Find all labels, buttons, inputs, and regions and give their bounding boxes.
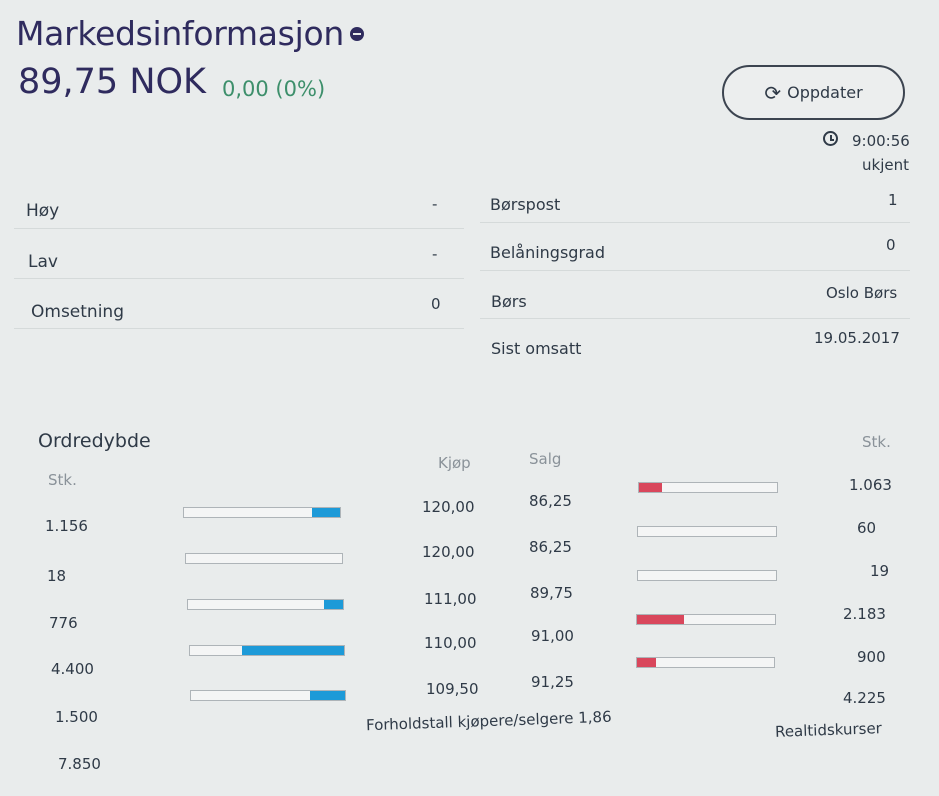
stat-label-ltv: Belåningsgrad xyxy=(490,243,605,262)
sell-price: 86,25 xyxy=(529,492,572,510)
buy-total: 7.850 xyxy=(58,755,101,773)
buy-volume-bar xyxy=(183,507,341,518)
sell-qty: 900 xyxy=(857,648,886,666)
stat-value-last-traded: 19.05.2017 xyxy=(814,329,900,347)
sell-volume-bar xyxy=(638,482,778,493)
stat-label-low: Lav xyxy=(28,252,58,272)
sell-total: 4.225 xyxy=(843,689,886,707)
sell-price: 91,00 xyxy=(531,627,574,645)
buy-volume-bar xyxy=(187,599,344,610)
sell-qty-header: Stk. xyxy=(862,433,891,451)
buy-price: 120,00 xyxy=(422,543,475,561)
sell-qty: 60 xyxy=(857,519,877,537)
collapse-icon[interactable] xyxy=(349,27,364,41)
stat-label-lot: Børspost xyxy=(490,195,561,214)
buy-bar-fill xyxy=(311,508,340,517)
sell-bar-fill xyxy=(639,483,663,492)
current-price: 89,75 NOK xyxy=(18,62,207,102)
buy-qty: 1.156 xyxy=(45,517,88,535)
buy-price: 111,00 xyxy=(424,590,477,608)
sell-qty: 1.063 xyxy=(849,476,892,494)
clock-icon xyxy=(823,131,838,146)
divider xyxy=(14,228,464,229)
sell-price-header: Salg xyxy=(529,450,562,468)
realtime-label: Realtidskurser xyxy=(774,719,883,741)
buy-price: 109,50 xyxy=(426,680,479,698)
sell-bar-fill xyxy=(637,658,657,667)
refresh-button[interactable]: ⟳ Oppdater xyxy=(722,65,905,120)
stat-value-turnover: 0 xyxy=(431,295,441,313)
divider xyxy=(480,270,910,271)
stat-value-ltv: 0 xyxy=(886,236,896,254)
price-change: 0,00 (0%) xyxy=(222,77,326,101)
stat-label-exchange: Børs xyxy=(491,292,527,311)
buy-volume-bar xyxy=(190,690,346,701)
sell-qty: 2.183 xyxy=(843,605,886,623)
buy-bar-fill xyxy=(242,646,344,655)
refresh-button-label: Oppdater xyxy=(787,83,863,102)
divider xyxy=(14,278,464,279)
stat-label-turnover: Omsetning xyxy=(31,302,124,322)
buy-bar-fill xyxy=(324,600,343,609)
sell-bar-fill xyxy=(637,615,684,624)
sell-price: 91,25 xyxy=(531,673,574,691)
sell-volume-bar xyxy=(636,657,775,668)
sell-volume-bar xyxy=(636,614,776,625)
stat-label-high: Høy xyxy=(26,201,60,221)
stat-value-exchange: Oslo Børs xyxy=(826,284,898,302)
buy-qty: 1.500 xyxy=(55,708,98,726)
divider xyxy=(14,328,464,329)
stat-label-last-traded: Sist omsatt xyxy=(491,339,582,358)
buy-qty-header: Stk. xyxy=(48,471,77,489)
sell-volume-bar xyxy=(637,570,777,581)
sell-qty: 19 xyxy=(870,562,890,580)
page-title: Markedsinformasjon xyxy=(16,14,364,53)
orderbook-title: Ordredybde xyxy=(38,430,151,452)
page-title-text: Markedsinformasjon xyxy=(16,14,344,53)
buy-volume-bar xyxy=(189,645,345,656)
stat-value-high: - xyxy=(432,195,438,213)
stat-value-low: - xyxy=(432,245,438,263)
sell-price: 86,25 xyxy=(529,538,572,556)
buy-volume-bar xyxy=(185,553,343,564)
buy-bar-fill xyxy=(309,691,345,700)
buy-qty: 18 xyxy=(47,567,67,585)
divider xyxy=(480,222,910,223)
buyer-seller-ratio: Forholdstall kjøpere/selgere 1,86 xyxy=(365,707,612,735)
sell-volume-bar xyxy=(637,526,777,537)
buy-price-header: Kjøp xyxy=(438,454,471,472)
buy-qty: 4.400 xyxy=(51,660,94,678)
buy-price: 120,00 xyxy=(422,498,475,516)
refresh-hand-icon: ⟳ xyxy=(764,80,782,105)
sell-price: 89,75 xyxy=(530,584,573,602)
update-status: ukjent xyxy=(862,156,909,174)
buy-qty: 776 xyxy=(49,614,78,632)
update-time: 9:00:56 xyxy=(852,132,910,150)
buy-price: 110,00 xyxy=(424,634,477,652)
divider xyxy=(480,318,910,319)
stat-value-lot: 1 xyxy=(888,191,898,209)
